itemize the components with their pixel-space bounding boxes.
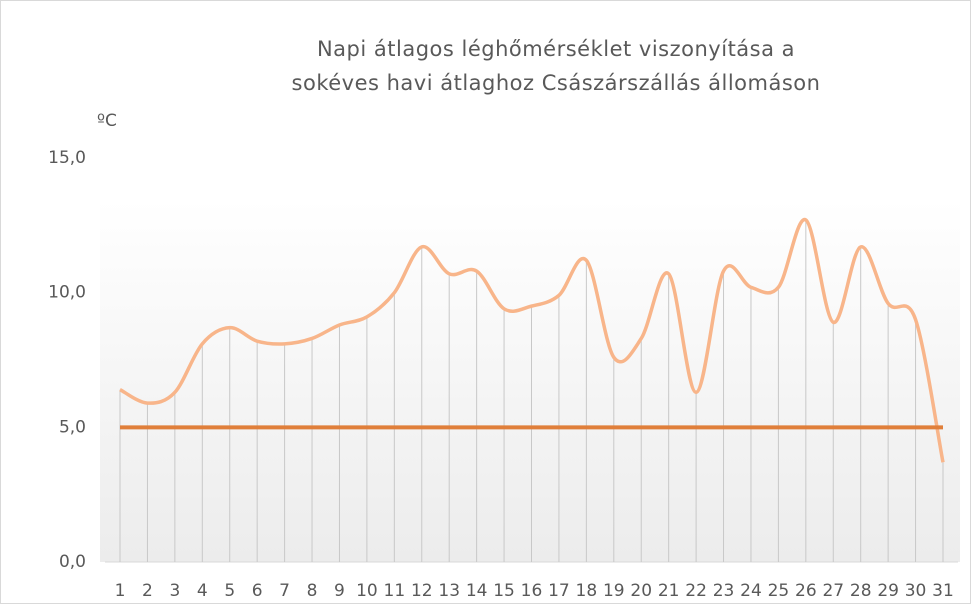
x-tick-label: 12 bbox=[411, 581, 433, 601]
x-tick-label: 29 bbox=[877, 581, 899, 601]
x-tick-label: 24 bbox=[740, 581, 762, 601]
plot-background bbox=[100, 200, 960, 562]
x-tick-label: 16 bbox=[521, 581, 543, 601]
chart-title: sokéves havi átlaghoz Császárszállás áll… bbox=[292, 71, 821, 95]
x-tick-label: 15 bbox=[493, 581, 515, 601]
chart-title: Napi átlagos léghőmérséklet viszonyítása… bbox=[317, 37, 795, 61]
x-tick-label: 20 bbox=[630, 581, 652, 601]
x-tick-label: 6 bbox=[252, 581, 263, 601]
y-axis-label: ºC bbox=[97, 111, 117, 131]
x-tick-label: 25 bbox=[768, 581, 790, 601]
x-tick-label: 22 bbox=[685, 581, 707, 601]
x-tick-label: 9 bbox=[334, 581, 345, 601]
x-tick-label: 23 bbox=[713, 581, 735, 601]
x-tick-label: 10 bbox=[356, 581, 378, 601]
x-tick-label: 7 bbox=[279, 581, 290, 601]
x-tick-label: 30 bbox=[905, 581, 927, 601]
x-tick-label: 13 bbox=[438, 581, 460, 601]
x-tick-label: 8 bbox=[307, 581, 318, 601]
x-tick-label: 2 bbox=[142, 581, 153, 601]
y-tick-label: 15,0 bbox=[48, 148, 86, 168]
y-tick-label: 10,0 bbox=[48, 283, 86, 303]
x-tick-label: 17 bbox=[548, 581, 570, 601]
x-tick-label: 21 bbox=[658, 581, 680, 601]
x-tick-label: 3 bbox=[169, 581, 180, 601]
x-tick-label: 5 bbox=[224, 581, 235, 601]
x-tick-label: 28 bbox=[850, 581, 872, 601]
x-tick-label: 4 bbox=[197, 581, 208, 601]
y-tick-label: 5,0 bbox=[59, 417, 86, 437]
y-tick-label: 0,0 bbox=[59, 552, 86, 572]
x-tick-label: 31 bbox=[932, 581, 954, 601]
x-tick-label: 19 bbox=[603, 581, 625, 601]
x-tick-label: 14 bbox=[466, 581, 488, 601]
series-line bbox=[119, 218, 945, 463]
x-tick-label: 1 bbox=[115, 581, 126, 601]
x-tick-label: 26 bbox=[795, 581, 817, 601]
x-tick-label: 18 bbox=[576, 581, 598, 601]
x-tick-label: 27 bbox=[822, 581, 844, 601]
x-tick-label: 11 bbox=[384, 581, 406, 601]
